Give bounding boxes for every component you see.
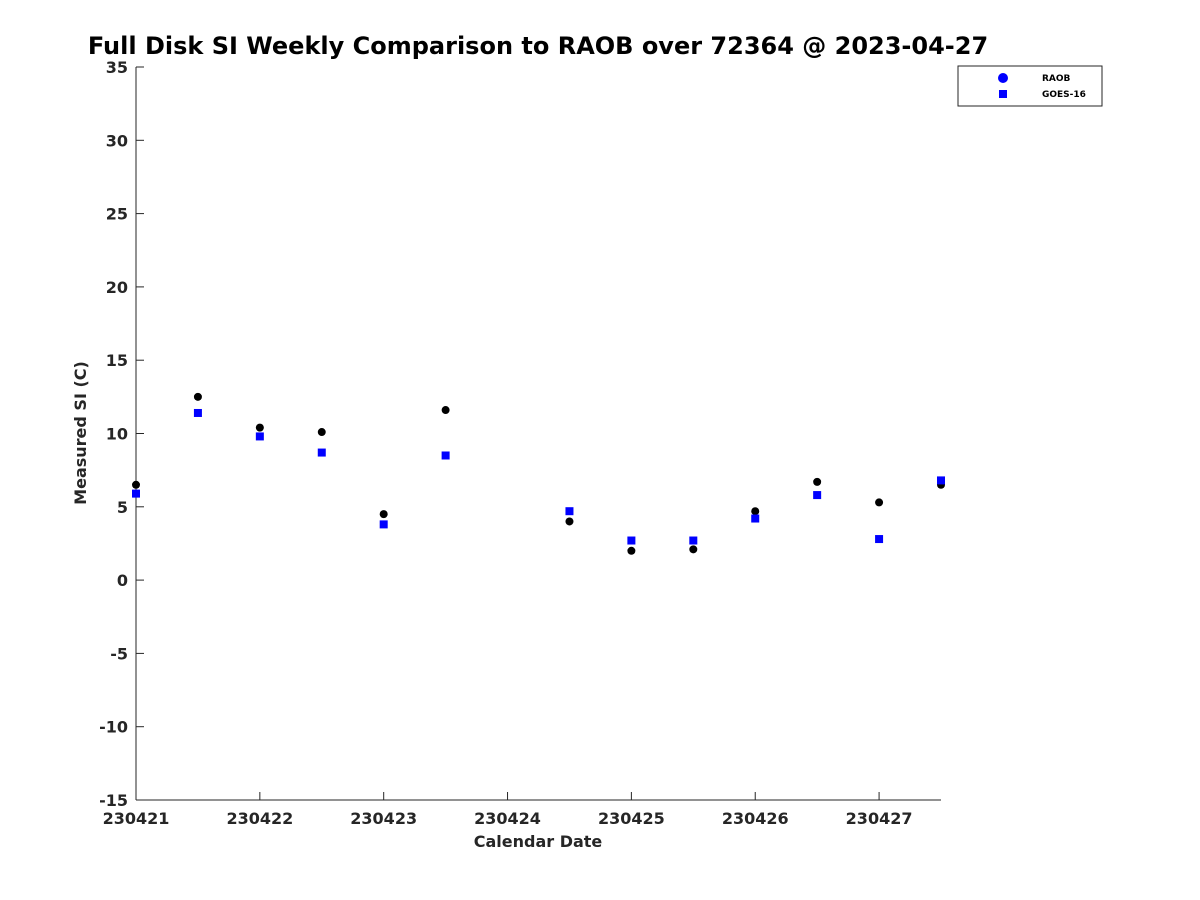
x-tick-label: 230425 [598, 809, 665, 828]
x-ticks: 230421 230422 230423 230424 230425 230426 2304… [103, 792, 913, 828]
legend-marker-goes16 [999, 90, 1007, 98]
x-tick-label: 230427 [846, 809, 913, 828]
goes16-point [379, 520, 388, 529]
y-tick-label: -10 [99, 718, 128, 737]
raob-point [193, 392, 202, 401]
raob-point [565, 517, 574, 526]
goes16-point [751, 514, 760, 523]
y-tick-label: 35 [106, 58, 128, 77]
raob-point [751, 507, 760, 516]
y-tick-label: 5 [117, 498, 128, 517]
goes16-point [627, 536, 636, 545]
raob-point [317, 428, 326, 437]
raob-point [875, 498, 884, 507]
y-tick-label: -15 [99, 791, 128, 810]
raob-point [379, 510, 388, 519]
legend-marker-raob [998, 73, 1008, 83]
goes16-point [937, 476, 945, 485]
x-axis-label: Calendar Date [474, 832, 603, 851]
series-layer [132, 392, 945, 555]
raob-point [689, 545, 698, 554]
chart-title: Full Disk SI Weekly Comparison to RAOB o… [88, 32, 988, 60]
legend: RAOB GOES-16 [957, 65, 1103, 107]
raob-point [441, 406, 450, 415]
y-axis-label: Measured SI (C) [71, 361, 90, 505]
x-tick-label: 230426 [722, 809, 789, 828]
x-tick-label: 230422 [226, 809, 293, 828]
raob-point [813, 477, 822, 486]
y-tick-label: 20 [106, 278, 128, 297]
goes16-point [441, 451, 450, 460]
raob-point [132, 480, 140, 489]
y-tick-label: 10 [106, 425, 128, 444]
x-tick-label: 230424 [474, 809, 541, 828]
goes16-point [813, 491, 822, 500]
series-raob [132, 392, 945, 555]
y-tick-label: 30 [106, 131, 128, 150]
legend-label: RAOB [1042, 74, 1071, 84]
goes16-point [132, 489, 140, 498]
legend-box [957, 65, 1103, 107]
y-tick-label: -5 [110, 644, 128, 663]
goes16-point [875, 535, 884, 544]
y-tick-label: 25 [106, 205, 128, 224]
raob-point [255, 423, 264, 432]
x-tick-label: 230423 [350, 809, 417, 828]
y-tick-label: 15 [106, 351, 128, 370]
x-tick-label: 230421 [103, 809, 170, 828]
goes16-point [689, 536, 698, 545]
y-tick-label: 0 [117, 571, 128, 590]
raob-point [627, 546, 636, 555]
series-goes-16 [132, 408, 945, 545]
goes16-point [317, 448, 326, 457]
goes16-point [255, 432, 264, 441]
y-ticks: -15 -10 -5 0 5 10 15 20 25 30 35 [99, 58, 144, 810]
goes16-point [193, 408, 202, 417]
goes16-point [565, 507, 574, 516]
legend-label: GOES-16 [1042, 90, 1086, 100]
